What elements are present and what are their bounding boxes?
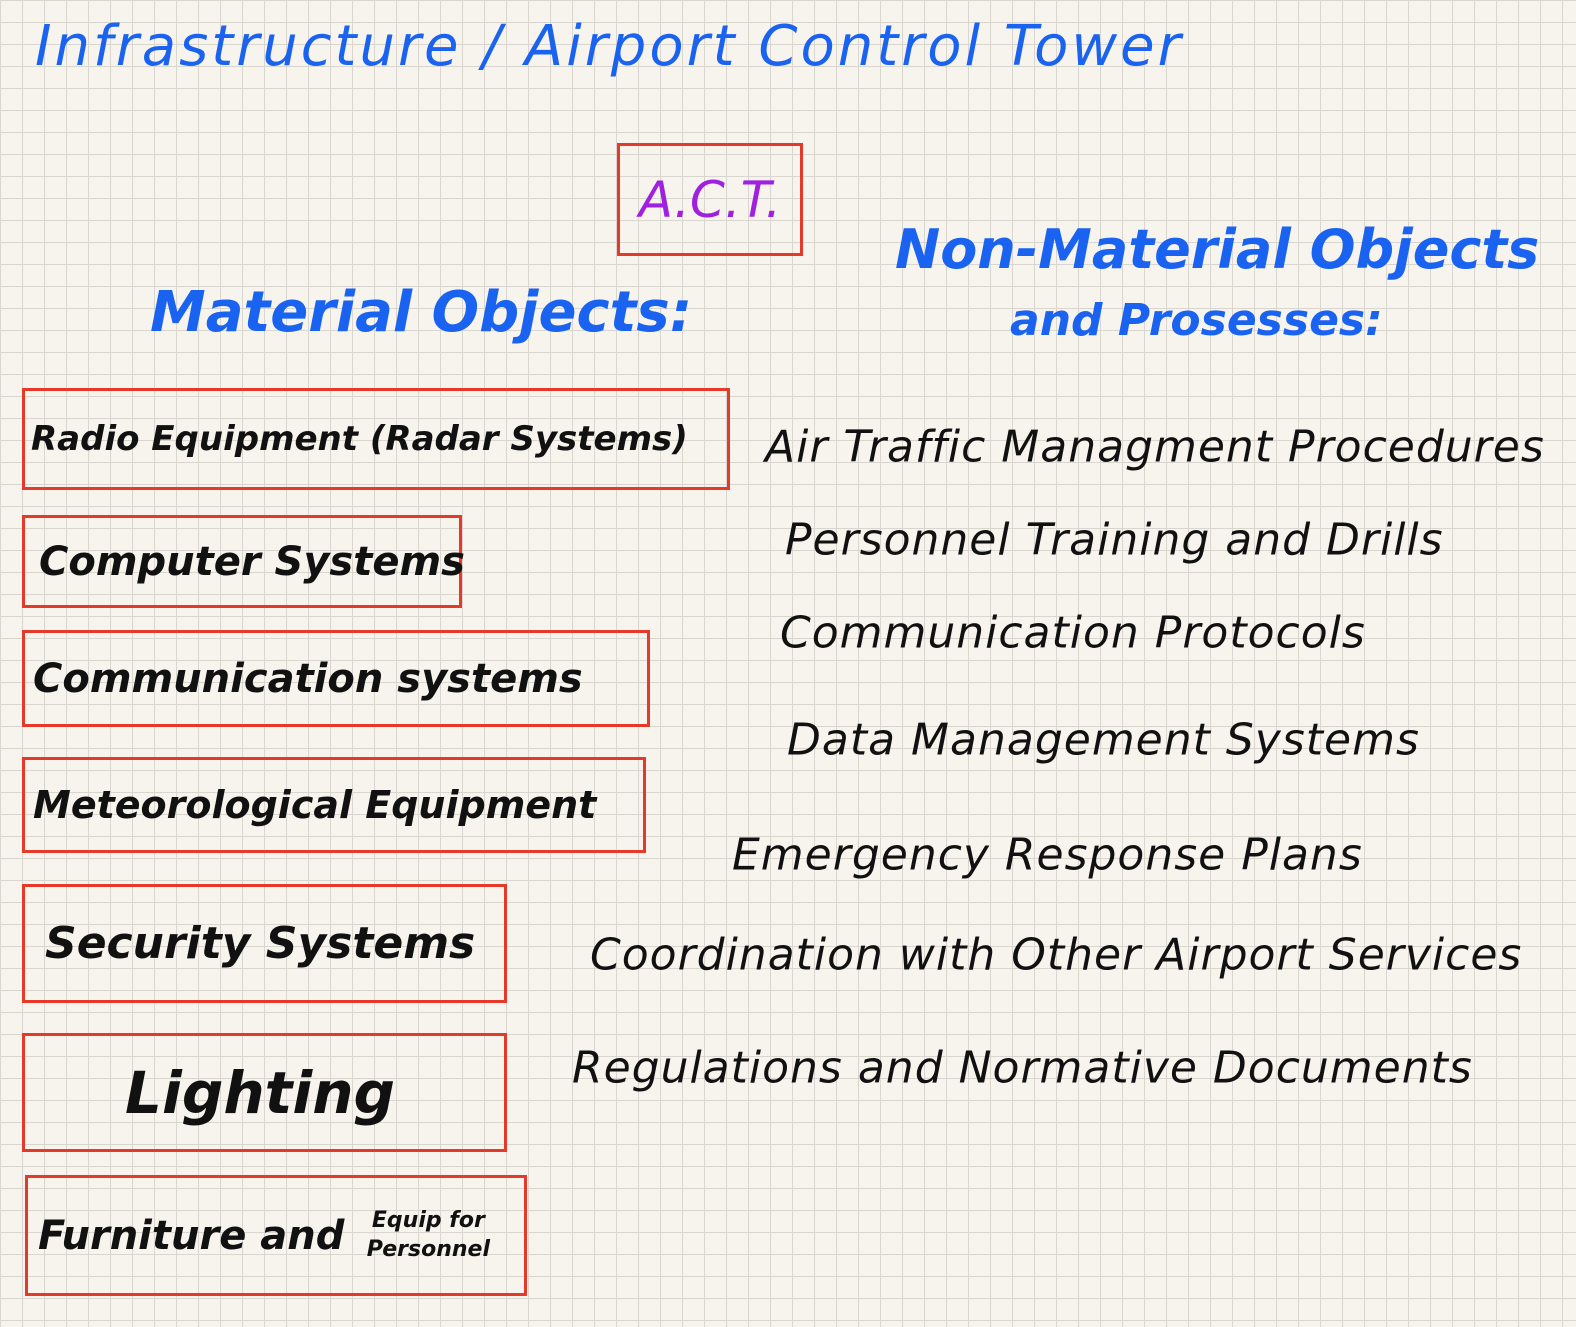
non-material-item: Communication Protocols xyxy=(780,607,1366,659)
non-material-item: Air Traffic Managment Procedures xyxy=(765,421,1545,473)
material-item-label: Security Systems xyxy=(45,918,476,969)
non-material-item: Data Management Systems xyxy=(787,714,1420,766)
material-heading: Material Objects: xyxy=(150,280,693,345)
material-item: Communication systems xyxy=(22,630,650,727)
non-material-heading: Non-Material Objects xyxy=(895,218,1540,281)
title: Infrastructure / Airport Control Tower xyxy=(35,14,1184,79)
material-item-label: Lighting xyxy=(125,1058,396,1127)
non-material-item: Coordination with Other Airport Services xyxy=(590,929,1523,981)
non-material-item: Emergency Response Plans xyxy=(732,829,1363,881)
material-item-label: Communication systems xyxy=(33,655,583,702)
non-material-heading: and Prosesses: xyxy=(1010,295,1383,346)
material-item-label: Meteorological Equipment xyxy=(33,783,597,827)
material-item-label: Computer Systems xyxy=(39,538,465,585)
material-item: Meteorological Equipment xyxy=(22,757,646,853)
material-item: Security Systems xyxy=(22,884,507,1003)
material-item-label: Radio Equipment (Radar Systems) xyxy=(31,419,688,459)
material-item-note: Equip for Personnel xyxy=(366,1207,491,1262)
non-material-item: Personnel Training and Drills xyxy=(785,514,1444,566)
material-item: Furniture and Equip for Personnel xyxy=(25,1175,527,1296)
material-item: Lighting xyxy=(22,1033,507,1152)
material-item: Computer Systems xyxy=(22,515,465,608)
badge: A.C.T. xyxy=(617,143,803,256)
non-material-item: Regulations and Normative Documents xyxy=(572,1042,1473,1094)
material-item-label: Furniture and xyxy=(38,1212,345,1259)
material-item: Radio Equipment (Radar Systems) xyxy=(22,388,730,490)
